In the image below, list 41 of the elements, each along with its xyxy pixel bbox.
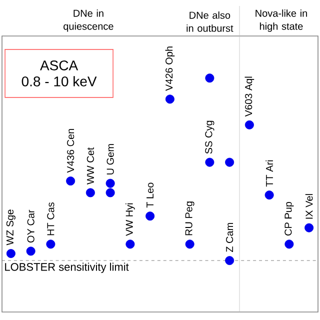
x-tick-label: WW Cet [86,147,94,184]
point [106,178,115,188]
x-tick-label: WZ Sge [6,210,16,246]
point [264,190,274,200]
ref-line-label: LOBSTER sensitivity limit [5,262,129,273]
annotation: 0.8 - 10 keV [22,76,97,86]
x-tick-label: V426 Oph [165,46,175,91]
point [126,240,135,249]
text: DNe also in outburst [186,11,234,32]
text: ASCA [40,60,78,70]
x-tick-label: T Leo [146,182,154,208]
point [205,158,214,167]
x-tick-label: OY Car [27,210,34,243]
x-tick-label: U Gem [106,144,114,174]
point [26,246,36,256]
point [205,74,214,83]
point [185,240,194,249]
point [165,94,174,104]
x-tick-label: IX Vel [305,194,313,219]
x-tick-label: V436 Cen [67,129,74,173]
point [46,240,56,249]
point [244,120,254,130]
x-tick-label: VW Hyi [126,203,135,236]
x-tick-label: Z Cam [226,223,234,252]
x-tick-label: V603 Aql [244,76,254,117]
text: DNe in quiescence [64,9,114,32]
point [304,223,314,232]
point [6,249,16,258]
x-tick-label: HT Cas [47,202,54,236]
x-tick-label: RU Peg [185,202,194,236]
point [106,188,115,198]
point [86,188,95,198]
point [225,158,234,167]
x-tick-label: CP Pup [284,202,294,236]
text: Nova-like in high state [256,9,307,32]
point [146,212,155,221]
point [66,176,76,186]
x-tick-label: SS Cyg [205,120,214,154]
x-tick-label: TT Ari [266,160,273,187]
point [284,240,294,249]
point [225,256,234,266]
